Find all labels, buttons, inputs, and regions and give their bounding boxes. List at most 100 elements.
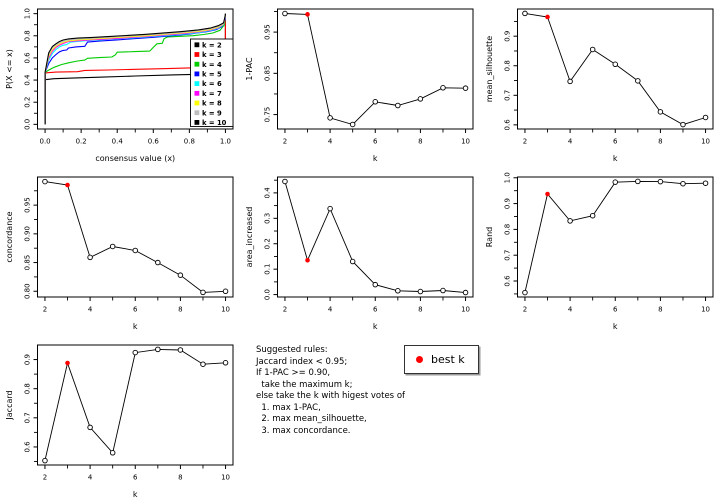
data-point — [372, 99, 378, 105]
data-point — [109, 450, 116, 456]
metric-points — [522, 178, 709, 296]
data-point — [109, 243, 116, 250]
y-axis-label: P(X <= x) — [5, 49, 14, 89]
y-axis-label: concordance — [5, 211, 14, 262]
data-point — [372, 281, 378, 288]
data-point — [87, 254, 93, 261]
data-point — [589, 212, 596, 219]
data-point — [462, 85, 469, 91]
data-point — [657, 178, 664, 185]
svg-text:0.9: 0.9 — [24, 354, 32, 365]
metric-line — [284, 13, 466, 126]
x-axis-label: k — [373, 154, 378, 163]
data-point — [132, 349, 138, 356]
best-k-point — [545, 191, 550, 197]
svg-text:10: 10 — [461, 306, 470, 314]
svg-text:k = 2: k = 2 — [202, 41, 222, 49]
data-point — [680, 121, 686, 128]
axes: 2 4 6 8 10 0.80 0.85 0.90 0.95 — [24, 190, 230, 314]
panel-jaccard: 2 4 6 8 10 0.6 0.7 0.8 0.9 k Jaccard — [0, 336, 240, 504]
data-point — [567, 78, 573, 85]
x-axis-label: k — [133, 490, 138, 499]
panel-empty — [480, 336, 720, 504]
curve-k=10 — [44, 13, 226, 125]
x-axis-label: k — [133, 322, 138, 331]
svg-text:10: 10 — [221, 306, 230, 314]
axes: 0.0 0.2 0.4 0.6 0.8 1.0 0.0 0.2 0.4 0.6 0.8 1.0 — [24, 8, 231, 145]
data-point — [462, 289, 469, 296]
svg-text:0.6: 0.6 — [504, 275, 512, 287]
y-axis-label: 1-PAC — [245, 57, 254, 81]
data-point — [222, 360, 229, 366]
svg-text:4: 4 — [568, 138, 573, 146]
axes: 2 4 6 8 10 0.6 0.7 0.8 0.9 1.0 — [504, 172, 711, 313]
svg-text:0.7: 0.7 — [24, 412, 32, 423]
svg-text:0.8: 0.8 — [184, 138, 195, 146]
svg-text:6: 6 — [373, 138, 378, 146]
panel-rules: Suggested rules: Jaccard index < 0.95; If … — [240, 336, 480, 504]
data-point — [87, 424, 93, 431]
data-point — [702, 114, 709, 121]
data-point — [635, 78, 641, 84]
svg-text:8: 8 — [178, 306, 182, 314]
panel-concordance: 2 4 6 8 10 0.80 0.85 0.90 0.95 k concordance — [0, 168, 240, 336]
data-point — [200, 361, 206, 367]
plot-box — [517, 8, 714, 130]
svg-text:0.75: 0.75 — [264, 107, 272, 123]
data-point — [522, 10, 528, 17]
svg-text:2: 2 — [523, 306, 527, 314]
svg-text:0.80: 0.80 — [24, 283, 32, 299]
svg-text:0.4: 0.4 — [24, 74, 32, 86]
svg-text:k = 9: k = 9 — [202, 109, 222, 117]
axes: 2 4 6 8 10 0.6 0.7 0.8 0.9 — [504, 20, 710, 146]
panel-rand: 2 4 6 8 10 0.6 0.7 0.8 0.9 1.0 k Rand — [480, 168, 720, 336]
svg-text:0.0: 0.0 — [264, 289, 272, 300]
svg-text:10: 10 — [461, 138, 470, 146]
svg-text:0.2: 0.2 — [24, 97, 32, 108]
metric-line — [524, 12, 706, 126]
svg-text:6: 6 — [613, 138, 618, 146]
data-point — [612, 179, 618, 185]
svg-text:k = 5: k = 5 — [202, 71, 222, 79]
svg-text:10: 10 — [221, 474, 230, 482]
curve-k=8 — [44, 13, 226, 125]
plot-box — [277, 176, 474, 298]
data-point — [680, 180, 686, 187]
axes: 2 4 6 8 10 0.6 0.7 0.8 0.9 — [24, 354, 231, 482]
data-point — [349, 258, 356, 265]
data-point — [132, 247, 138, 254]
data-point — [612, 61, 618, 68]
data-point — [395, 102, 401, 109]
data-point — [440, 287, 446, 294]
svg-text:0.0: 0.0 — [40, 138, 51, 146]
rand-chart-svg: 2 4 6 8 10 0.6 0.7 0.8 0.9 1.0 k Rand — [485, 172, 714, 331]
data-point — [417, 96, 424, 102]
y-axis-label: mean_silhouette — [485, 36, 494, 103]
best-k-legend: best k — [404, 345, 479, 374]
svg-text:6: 6 — [613, 306, 618, 314]
metric-points — [42, 178, 229, 296]
curve-k=9 — [44, 13, 226, 125]
axes: 2 4 6 8 10 0.75 0.85 0.95 — [264, 11, 470, 146]
data-point — [222, 288, 229, 295]
svg-text:0.95: 0.95 — [264, 24, 272, 40]
svg-text:10: 10 — [701, 306, 710, 314]
svg-text:0.85: 0.85 — [264, 66, 272, 82]
svg-text:0.6: 0.6 — [148, 138, 160, 146]
panel-ecdf: 0.0 0.2 0.4 0.6 0.8 1.0 0.0 0.2 0.4 0.6 0.8 1.0 cons… — [0, 0, 240, 168]
svg-text:0.85: 0.85 — [24, 255, 32, 271]
svg-text:1.0: 1.0 — [24, 8, 32, 19]
rule-line: 2. max mean_silhouette, — [256, 414, 367, 424]
rule-line: Suggested rules: — [256, 345, 328, 355]
data-point — [200, 289, 206, 296]
svg-text:k = 6: k = 6 — [202, 80, 222, 88]
svg-text:0.8: 0.8 — [24, 30, 32, 41]
svg-text:1.0: 1.0 — [504, 172, 512, 183]
svg-text:6: 6 — [133, 306, 138, 314]
x-axis-label: consensus value (x) — [95, 154, 175, 163]
svg-text:0.4: 0.4 — [264, 187, 272, 199]
svg-text:4: 4 — [328, 138, 333, 146]
plot-box — [37, 176, 234, 298]
svg-text:8: 8 — [418, 138, 422, 146]
svg-text:k = 4: k = 4 — [202, 61, 222, 69]
